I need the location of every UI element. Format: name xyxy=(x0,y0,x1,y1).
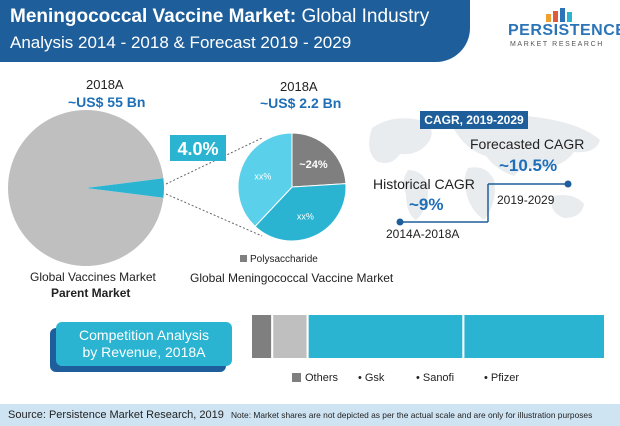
forecast-cagr-value: ~10.5% xyxy=(499,156,558,175)
pie-slice-segment-2 xyxy=(254,183,347,242)
connector-line-bottom xyxy=(165,193,263,237)
bar-legend-others: Others xyxy=(292,372,338,384)
forecast-cagr-period: 2019-2029 xyxy=(497,193,555,207)
cagr-point-forecast xyxy=(564,180,572,188)
parent-value-label: ~US$ 55 Bn xyxy=(68,94,146,110)
parent-market-subtitle: Parent Market xyxy=(51,286,131,300)
cagr-point-historical xyxy=(396,218,404,226)
forecast-cagr-title: Forecasted CAGR xyxy=(470,136,585,152)
page-subtitle: Analysis 2014 - 2018 & Forecast 2019 - 2… xyxy=(10,33,352,52)
pie-label-polysaccharide: ~24% xyxy=(299,159,328,171)
bar-legend-pfizer: • Pfizer xyxy=(484,372,519,384)
bar-legend-gsk: • Gsk xyxy=(358,372,385,384)
pie-slice-other-vaccines xyxy=(8,110,164,266)
share-callout-box xyxy=(170,135,226,161)
pie-slice-polysaccharide xyxy=(291,132,347,188)
header-banner: Meningococcal Vaccine Market: Global Ind… xyxy=(0,0,470,62)
pie-label-segment-2: xx% xyxy=(297,211,314,221)
meningo-year-label: 2018A xyxy=(280,79,318,94)
bar-segment-pfizer xyxy=(462,313,606,360)
meningococcal-pie: ~24% xx% xx% xyxy=(237,132,347,242)
legend-bullet-pfizer: • xyxy=(484,372,488,384)
competition-line2: by Revenue, 2018A xyxy=(82,344,206,360)
pie-slice-segment-3 xyxy=(237,132,293,228)
bar-segment-sanofi xyxy=(306,313,465,360)
legend-label-polysaccharide: Polysaccharide xyxy=(250,254,318,265)
legend-bullet-gsk: • xyxy=(358,372,362,384)
meningo-legend: Polysaccharide xyxy=(240,254,318,265)
note-text: Note: Market shares are not depicted as … xyxy=(231,410,593,420)
competition-stacked-bar xyxy=(250,313,606,360)
bar-segment-others xyxy=(250,313,274,360)
meningo-value-label: ~US$ 2.2 Bn xyxy=(260,95,342,111)
parent-market-title: Global Vaccines Market xyxy=(30,270,156,284)
competition-analysis-box: Competition Analysis by Revenue, 2018A xyxy=(56,322,232,366)
page-title: Meningococcal Vaccine Market: Global Ind… xyxy=(10,6,430,27)
cagr-step-line xyxy=(396,180,572,226)
persistence-logo: PERSISTENCE MARKET RESEARCH xyxy=(508,8,620,56)
competition-line1: Competition Analysis xyxy=(79,327,209,343)
historical-cagr-period: 2014A-2018A xyxy=(386,227,460,241)
pie-slice-meningococcal xyxy=(86,178,164,198)
legend-swatch-polysaccharide xyxy=(240,255,247,262)
historical-cagr-value: ~9% xyxy=(409,195,444,214)
source-text: Source: Persistence Market Research, 201… xyxy=(8,409,224,421)
historical-cagr-title: Historical CAGR xyxy=(373,176,475,192)
parent-year-label: 2018A xyxy=(86,77,124,92)
parent-market-pie xyxy=(8,110,164,266)
logo-brand: PERSISTENCE xyxy=(508,22,620,39)
bar-segment-gsk xyxy=(271,313,309,360)
legend-bullet-sanofi: • xyxy=(416,372,420,384)
footer: Source: Persistence Market Research, 201… xyxy=(0,404,620,426)
legend-swatch-others xyxy=(292,373,301,382)
world-map-background xyxy=(369,114,600,220)
meningo-market-title: Global Meningococcal Vaccine Market xyxy=(190,271,394,285)
bar-legend-sanofi: • Sanofi xyxy=(416,372,455,384)
logo-mark-icon xyxy=(546,8,572,22)
logo-sub: MARKET RESEARCH xyxy=(510,41,604,48)
pie-label-segment-3: xx% xyxy=(254,171,271,181)
share-callout-label: 4.0% xyxy=(177,139,218,159)
cagr-tag: CAGR, 2019-2029 xyxy=(420,111,528,129)
